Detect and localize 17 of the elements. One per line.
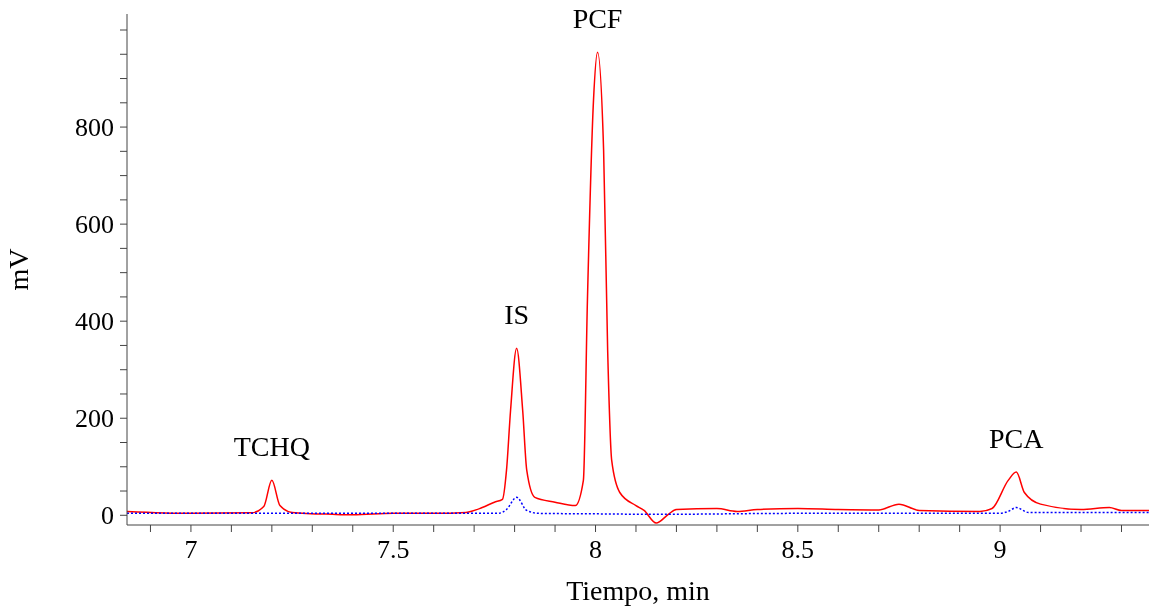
y-tick-label: 600 [75,210,114,240]
line-series [127,496,1149,516]
x-tick-label: 8.5 [781,535,815,564]
y-tick-label: 800 [75,113,114,143]
annotation: TCHQ [233,431,310,463]
y-tick-label: 0 [101,501,114,531]
y-axis-title: mV [2,248,34,291]
x-axis-title: Tiempo, min [566,575,710,606]
y-tick-label: 200 [75,404,114,434]
annotation: PCA [989,423,1045,455]
y-tick-label: 400 [75,307,114,337]
x-tick-label: 7 [184,535,198,564]
x-tick-label: 9 [993,535,1007,564]
annotation: PCF [572,3,623,35]
x-tick-label: 7.5 [376,535,410,564]
x-tick-label: 8 [589,535,603,564]
annotation: IS [504,299,530,331]
